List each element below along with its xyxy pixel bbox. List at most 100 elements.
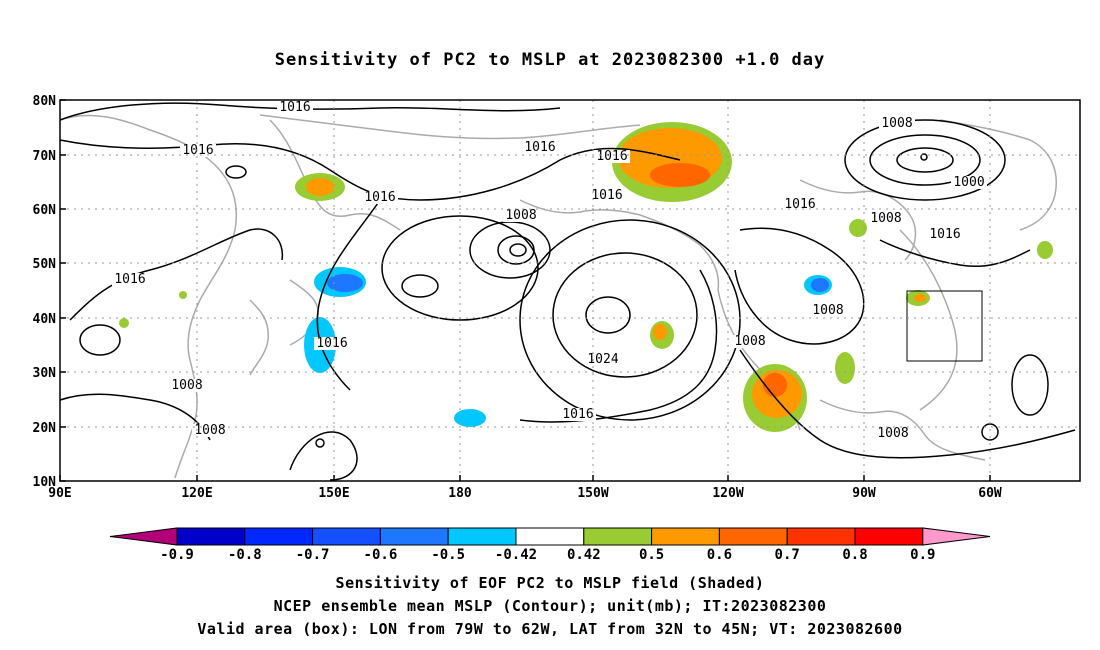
colorbar-label: 0.6 — [707, 547, 732, 563]
contour-line — [316, 199, 381, 391]
contour-label-bg — [522, 141, 558, 154]
lat-tick-label: 40N — [33, 312, 57, 327]
contour-label-bg — [927, 228, 963, 241]
shade-positive-weak — [119, 318, 129, 328]
contour-label-bg — [868, 212, 904, 225]
contour-label: 1016 — [929, 227, 960, 242]
lon-tick-label: 150E — [318, 486, 349, 501]
shade-positive-mid — [306, 178, 334, 196]
shade-positive-strong — [763, 373, 787, 397]
caption-line-3: Valid area (box): LON from 79W to 62W, L… — [197, 620, 903, 638]
contour-label-bg — [503, 209, 539, 222]
contour-low — [896, 147, 954, 173]
contour-high — [552, 252, 698, 378]
contour-line — [289, 431, 358, 481]
contour-label: 1008 — [171, 378, 202, 393]
contour-label-bg — [180, 144, 216, 157]
chart-title: Sensitivity of PC2 to MSLP at 2023082300… — [274, 50, 826, 70]
shade-positive-weak — [835, 352, 855, 384]
contour-label: 1008 — [812, 303, 843, 318]
shade-positive-weak — [1037, 241, 1053, 259]
grid-lines — [60, 100, 1080, 481]
contour-label-bg — [169, 379, 205, 392]
colorbar-box — [786, 527, 856, 546]
contour-label: 1016 — [364, 190, 395, 205]
shade-negative-weak — [454, 409, 486, 427]
colorbar-label: -0.9 — [160, 547, 194, 563]
contour-label-bg — [594, 150, 630, 163]
lon-tick-label: 60W — [978, 486, 1002, 501]
contour-low-1008 — [381, 215, 539, 321]
contour-label-bg — [875, 427, 911, 440]
caption-line-2: NCEP ensemble mean MSLP (Contour); unit(… — [273, 597, 827, 615]
colorbar-box — [854, 527, 924, 546]
contour-label: 1016 — [114, 272, 145, 287]
lat-tick-label: 80N — [33, 94, 57, 109]
contour-label: 1008 — [734, 334, 765, 349]
contour-labels: 1016 1016 1016 1016 1016 1016 1016 1016 1016 1016… — [112, 100, 987, 441]
contour-label: 1000 — [953, 175, 984, 190]
lon-tick-label: 150W — [577, 486, 608, 501]
contour-label-bg — [560, 408, 596, 421]
colorbar: -0.9 -0.8 -0.7 -0.6 -0.5 -0.42 0.42 0.5 0.6 0.7 0.… — [109, 527, 991, 563]
contour-low — [401, 274, 439, 298]
contour-label: 1016 — [784, 197, 815, 212]
lon-tick-label: 90W — [852, 486, 876, 501]
colorbar-box — [718, 527, 788, 546]
lat-tick-label: 20N — [33, 421, 57, 436]
validation-box — [906, 290, 983, 362]
contour-label: 1016 — [591, 188, 622, 203]
contour-label: 1016 — [182, 143, 213, 158]
coastline-greenland — [939, 119, 1057, 231]
lat-tick-label: 50N — [33, 257, 57, 272]
contour-label: 1016 — [596, 149, 627, 164]
contour-label-bg — [314, 337, 350, 350]
contour-high-1024 — [519, 219, 741, 421]
contour-low — [315, 438, 325, 448]
contour-low — [497, 235, 535, 265]
contour-high — [585, 296, 631, 334]
shade-negative-mid — [327, 274, 363, 292]
shade-positive-mid — [914, 294, 926, 302]
contour-label: 1008 — [505, 208, 536, 223]
colorbar-label: 0.7 — [775, 547, 800, 563]
lon-tick-label: 180 — [448, 486, 472, 501]
contour-label: 1016 — [279, 100, 310, 115]
colorbar-label: -0.7 — [296, 547, 330, 563]
contour-label: 1016 — [316, 336, 347, 351]
shade-negative-mid — [811, 278, 829, 292]
contour-label-bg — [277, 101, 313, 114]
shade-positive-weak — [849, 219, 867, 237]
plot-frame — [59, 99, 1081, 482]
contour-line — [519, 269, 718, 423]
colorbar-box — [176, 527, 246, 546]
contour-label: 1024 — [587, 352, 618, 367]
contour-label: 1008 — [870, 211, 901, 226]
shade-positive-mid — [653, 324, 667, 340]
contour-low — [869, 134, 981, 186]
colorbar-label: 0.9 — [910, 547, 935, 563]
coastline-gulf — [819, 399, 986, 461]
lat-tick-label: 70N — [33, 149, 57, 164]
colorbar-label: -0.6 — [364, 547, 398, 563]
lat-tick-label: 30N — [33, 366, 57, 381]
contour-label-bg — [112, 273, 148, 286]
colorbar-label: -0.8 — [228, 547, 262, 563]
contour-low — [79, 324, 121, 356]
contour-low-1000 — [844, 119, 1006, 201]
lon-tick-label: 120E — [181, 486, 212, 501]
contour-label-bg — [585, 353, 621, 366]
contour-label: 1008 — [877, 426, 908, 441]
contour-label-bg — [362, 191, 398, 204]
coastline-alaska — [519, 199, 720, 291]
contour-line — [739, 349, 1076, 459]
lon-tick-label: 90E — [48, 486, 71, 501]
contour-label-bg — [589, 189, 625, 202]
contour-label-bg — [810, 304, 846, 317]
contour-label-bg — [879, 117, 915, 130]
colorbar-arrow-right — [922, 527, 991, 546]
contour-line — [734, 227, 865, 345]
contour-label-bg — [782, 198, 818, 211]
contour-low — [225, 165, 247, 179]
